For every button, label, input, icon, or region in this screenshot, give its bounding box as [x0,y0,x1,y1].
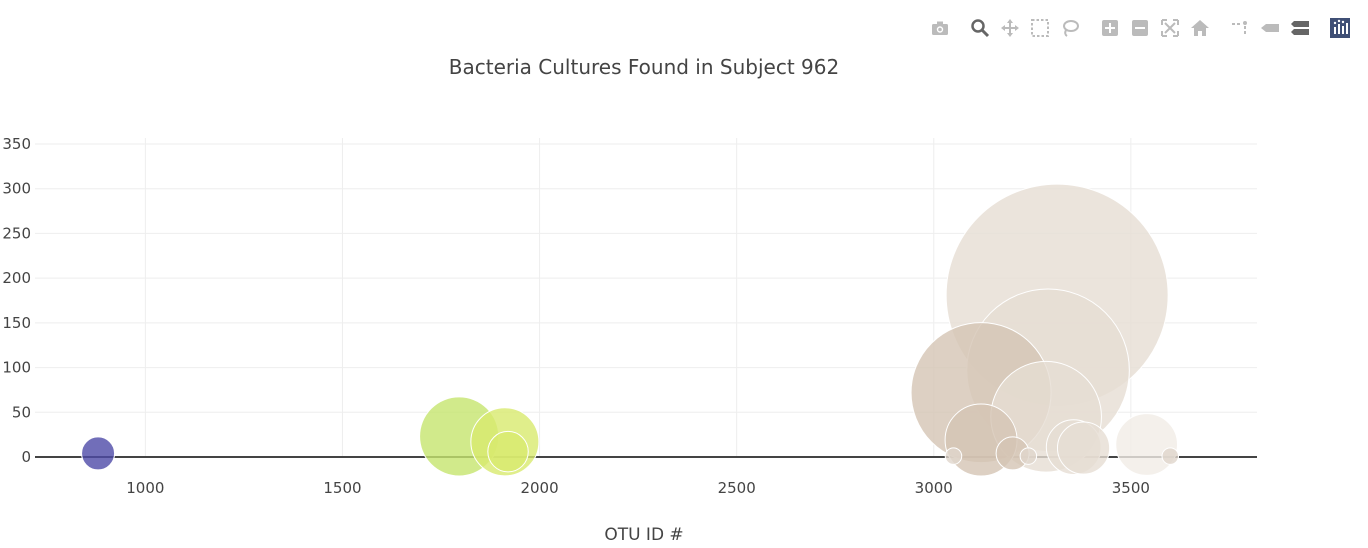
y-tick-label: 350 [2,135,31,153]
zoom-in-icon[interactable] [1098,16,1122,40]
y-tick-label: 100 [2,359,31,377]
data-bubble[interactable] [81,436,116,471]
y-tick-label: 150 [2,314,31,332]
x-tick-label: 1500 [323,479,361,497]
data-bubble[interactable] [944,447,963,465]
y-tick-label: 50 [12,403,31,421]
hover-closest-icon[interactable] [1258,16,1282,40]
zoom-out-icon[interactable] [1128,16,1152,40]
reset-axes-icon[interactable] [1188,16,1212,40]
x-tick-label: 2000 [520,479,558,497]
y-tick-label: 300 [2,180,31,198]
zoom-icon[interactable] [968,16,992,40]
x-tick-label: 1000 [126,479,164,497]
lasso-icon[interactable] [1058,16,1082,40]
spike-lines-icon[interactable] [1228,16,1252,40]
chart-title: Bacteria Cultures Found in Subject 962 [448,55,840,79]
autoscale-icon[interactable] [1158,16,1182,40]
y-tick-label: 250 [2,224,31,242]
hover-compare-icon[interactable] [1288,16,1312,40]
pan-icon[interactable] [998,16,1022,40]
y-tick-label: 200 [2,269,31,287]
plotly-logo-icon[interactable] [1328,16,1352,40]
x-tick-label: 2500 [718,479,756,497]
data-bubble[interactable] [1115,413,1178,476]
x-tick-label: 3500 [1112,479,1150,497]
data-bubble[interactable] [1019,447,1038,465]
data-bubble[interactable] [487,430,529,473]
box-select-icon[interactable] [1028,16,1052,40]
x-axis-title: OTU ID # [604,525,683,545]
data-bubble[interactable] [1161,447,1180,465]
camera-icon[interactable] [928,16,952,40]
x-tick-label: 3000 [915,479,953,497]
y-tick-label: 0 [21,448,31,466]
modebar [922,16,1352,40]
data-bubble[interactable] [1056,421,1111,475]
